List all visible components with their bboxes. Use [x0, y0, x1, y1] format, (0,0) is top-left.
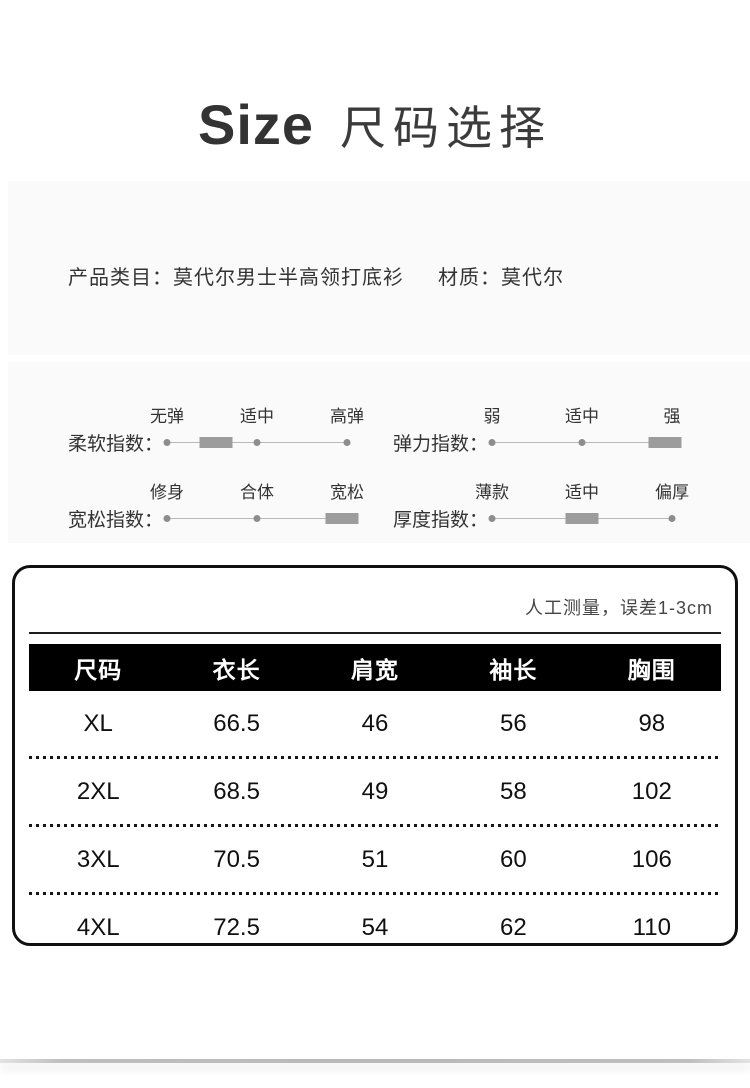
table-cell: 66.5	[213, 709, 260, 737]
table-body: XL 66.5 46 56 98 2XL 68.5 49 58 102 3XL 70.5 51 60 106…	[29, 691, 721, 960]
slider-dot	[253, 439, 261, 446]
table-cell: 72.5	[213, 913, 260, 941]
table-cell: 102	[631, 777, 672, 805]
size-table-card: 人工测量，误差1-3cm 尺码 衣长 肩宽 袖长 胸围 XL 66.5 46 56 98 2XL 6…	[12, 565, 738, 946]
index-slider-row: 柔软指数： 无弹 适中 高弹弹力指数： 弱 适中 强	[8, 376, 750, 455]
product-material-label: 材质：	[438, 267, 501, 289]
slider-handle	[565, 513, 599, 524]
table-cell: 60	[500, 845, 527, 873]
slider-stop-label: 适中	[565, 483, 600, 502]
table-cell: 98	[638, 709, 666, 737]
table-cell: 2XL	[76, 777, 120, 805]
slider-dot	[163, 515, 171, 522]
slider-stop-label: 薄款	[475, 483, 510, 502]
slider-dot	[488, 439, 496, 446]
slider-stop-label: 强	[663, 407, 681, 426]
table-row: 2XL 68.5 49 58 102	[29, 759, 721, 824]
slider-stop-label: 适中	[565, 407, 600, 426]
table-header-cell: 衣长	[212, 656, 261, 683]
table-header-row: 尺码 衣长 肩宽 袖长 胸围	[29, 644, 721, 691]
table-cell: 62	[500, 913, 527, 941]
table-header-cell: 胸围	[627, 656, 676, 683]
divider-line	[29, 632, 721, 634]
section-divider-shadow	[0, 1059, 750, 1063]
slider-dot	[163, 439, 171, 446]
table-row: 4XL 72.5 54 62 110	[29, 895, 721, 960]
slider-track: 修身 合体 宽松	[150, 476, 364, 528]
product-info-line: 产品类目：莫代尔男士半高领打底衫 材质：莫代尔	[8, 181, 750, 290]
measurement-note: 人工测量，误差1-3cm	[524, 598, 713, 618]
table-cell: 49	[361, 777, 389, 805]
index-slider-grid: 柔软指数： 无弹 适中 高弹 弹力指数：弱适中强宽松指数： 修身 合体 宽松 厚度指数： 薄款 适中…	[8, 376, 750, 531]
table-row: XL 66.5 46 56 98	[29, 691, 721, 756]
title-chinese: 尺码选择	[340, 102, 553, 154]
slider-track: 薄款 适中 偏厚	[475, 476, 689, 528]
index-slider: 柔软指数： 无弹 适中 高弹	[8, 376, 364, 455]
slider-stop-label: 修身	[150, 483, 185, 502]
slider-track: 弱 适中 强	[484, 400, 682, 452]
index-slider: 弹力指数： 弱 适中 强	[353, 376, 682, 455]
table-header-cell: 袖长	[489, 656, 538, 683]
table-cell: 56	[500, 709, 527, 737]
fabric-indices-panel: 柔软指数： 无弹 适中 高弹 弹力指数：弱适中强宽松指数： 修身 合体 宽松 厚度指数： 薄款 适中…	[8, 362, 750, 543]
slider-dot	[578, 439, 586, 446]
dotted-row-separator	[29, 756, 721, 759]
index-slider-label: 宽松指数：	[68, 510, 164, 531]
slider-dot	[253, 515, 261, 522]
index-slider-label: 柔软指数：	[68, 434, 164, 455]
slider-stop-label: 合体	[240, 483, 275, 502]
slider-handle	[648, 437, 682, 448]
slider-handle	[325, 513, 359, 524]
table-cell: 54	[361, 913, 389, 941]
slider-stop-label: 宽松	[330, 483, 365, 502]
table-cell: 70.5	[213, 845, 260, 873]
table-row: 3XL 70.5 51 60 106	[29, 827, 721, 892]
table-header-cell: 肩宽	[350, 656, 399, 683]
dotted-row-separator	[29, 824, 721, 827]
slider-stop-label: 偏厚	[655, 483, 690, 502]
table-cell: 3XL	[76, 845, 120, 873]
table-cell: 51	[361, 845, 389, 873]
product-category-label: 产品类目：	[68, 267, 173, 289]
dotted-row-separator	[29, 892, 721, 895]
table-cell: XL	[83, 709, 113, 737]
slider-stop-label: 高弹	[330, 407, 365, 426]
slider-dot	[488, 515, 496, 522]
index-slider-row: 宽松指数： 修身 合体 宽松厚度指数： 薄款 适中 偏厚	[8, 452, 750, 531]
slider-stop-label: 无弹	[150, 407, 185, 426]
slider-dot	[668, 515, 676, 522]
index-slider-label: 弹力指数：	[393, 434, 489, 455]
table-cell: 106	[631, 845, 672, 873]
index-slider: 厚度指数： 薄款 适中 偏厚	[353, 452, 689, 531]
table-cell: 4XL	[76, 913, 120, 941]
product-category-value: 莫代尔男士半高领打底衫	[173, 267, 404, 289]
table-cell: 68.5	[213, 777, 260, 805]
slider-track: 无弹 适中 高弹	[150, 400, 364, 452]
slider-stop-label: 适中	[240, 407, 275, 426]
table-cell: 110	[632, 913, 671, 941]
product-info-panel: 产品类目：莫代尔男士半高领打底衫 材质：莫代尔	[8, 181, 750, 355]
title-english: Size	[197, 93, 315, 156]
slider-dot	[343, 439, 351, 446]
table-cell: 58	[500, 777, 527, 805]
table-cell: 46	[361, 709, 389, 737]
page-title: Size 尺码选择	[0, 0, 750, 162]
table-header-cell: 尺码	[74, 656, 123, 683]
product-material-value: 莫代尔	[501, 267, 564, 289]
index-slider: 宽松指数： 修身 合体 宽松	[8, 452, 364, 531]
index-slider-label: 厚度指数：	[393, 510, 489, 531]
slider-stop-label: 弱	[483, 407, 501, 426]
slider-handle	[199, 437, 233, 448]
